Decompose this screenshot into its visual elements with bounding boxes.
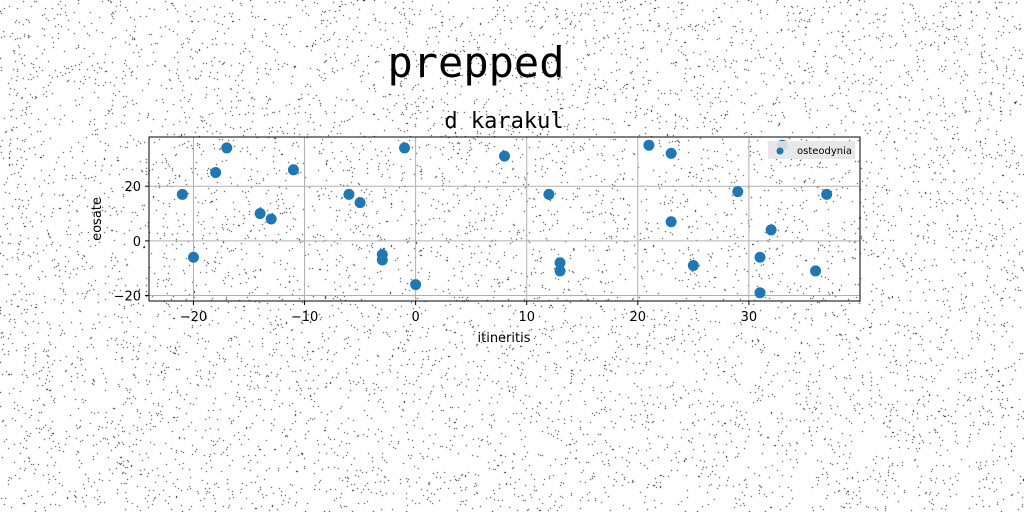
scatter-point [410,279,422,291]
scatter-point [254,208,266,220]
scatter-point [554,257,566,269]
x-tick-label: 20 [630,310,647,325]
figure-suptitle: prepped [387,38,565,87]
scatter-point [399,142,411,154]
scatter-point [265,213,277,225]
scatter-point [376,254,388,266]
y-tick-label: −20 [114,290,141,305]
x-tick-label: 30 [741,310,758,325]
scatter-point [687,259,699,271]
scatter-point [221,142,233,154]
scatter-point [543,188,555,200]
scatter-point [343,188,355,200]
scatter-point [821,188,833,200]
scatter-point [499,150,510,162]
scatter-point [187,251,199,263]
legend-box [768,141,855,159]
legend: osteodynia [768,141,855,159]
scatter-point [354,197,366,209]
scatter-point [754,287,766,299]
scatter-point [665,216,677,228]
x-tick-label: 10 [518,310,535,325]
x-axis-label: itineritis [478,331,531,346]
x-tick-label: −10 [291,310,318,325]
chart-title: d karakul [444,109,563,134]
scatter-point [765,224,777,236]
scatter-point [287,164,299,176]
data-points [176,139,833,299]
scatter-point [554,265,566,277]
y-tick-label: 20 [124,180,141,195]
scatter-point [643,139,655,151]
legend-marker [776,147,784,155]
x-tick-label: 0 [411,310,419,325]
scatter-point [210,167,222,179]
scatter-point [665,147,677,159]
plot-frame [148,136,861,302]
grid-lines [149,137,860,301]
axis-ticks: −20 −10 0 10 20 30 −20 0 20 [114,180,758,325]
y-axis-label: eosate [90,197,105,241]
x-tick-label: −20 [180,310,207,325]
scatter-point [754,251,766,263]
scatter-point [810,265,822,277]
scatter-point [732,186,744,198]
scatter-point [176,188,188,200]
legend-label-osteodynia: osteodynia [797,146,852,157]
y-tick-label: 0 [133,235,141,250]
